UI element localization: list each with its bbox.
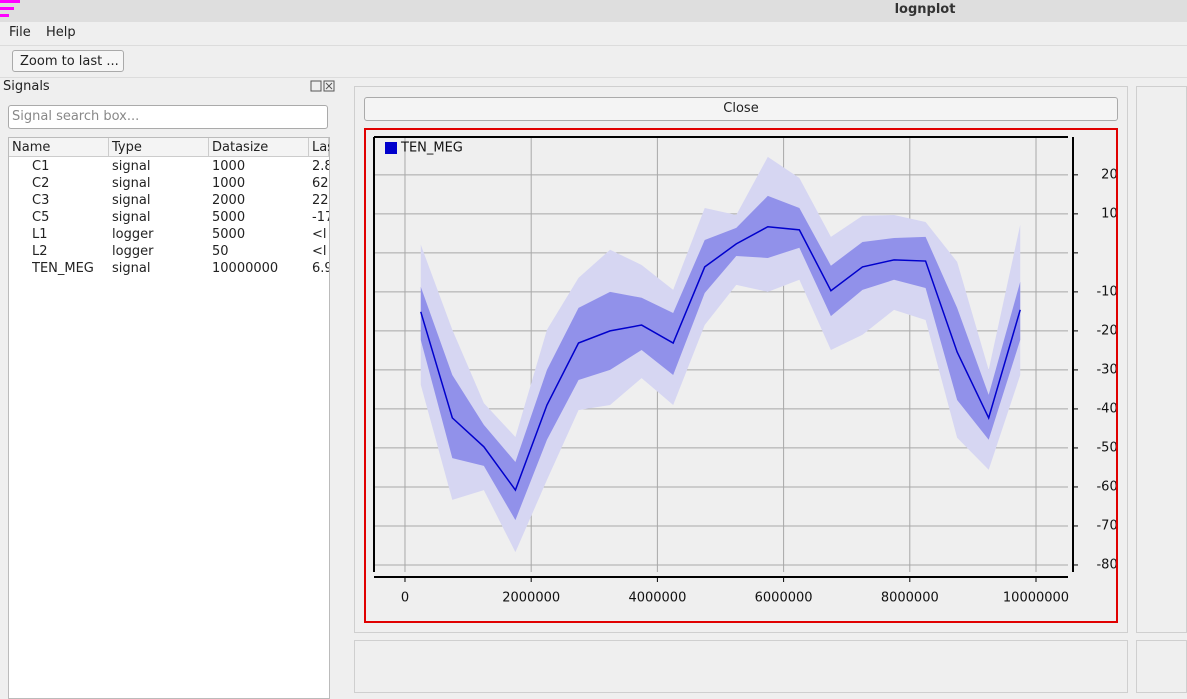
plot-panel-empty <box>354 640 1128 693</box>
table-cell: signal <box>112 261 151 276</box>
table-cell[interactable]: C5 <box>32 210 50 225</box>
menu-item[interactable]: File <box>9 25 31 40</box>
table-cell: 10000000 <box>212 261 279 276</box>
y-tick-label: -200 <box>1096 323 1116 338</box>
table-cell: logger <box>112 227 154 242</box>
column-header[interactable]: Datasize <box>209 138 309 157</box>
table-cell[interactable]: C1 <box>32 159 50 174</box>
y-tick-label: 200 <box>1101 167 1116 182</box>
legend-label: TEN_MEG <box>400 141 463 156</box>
table-cell: 2.8 <box>312 159 329 174</box>
table-cell: 50 <box>212 244 229 259</box>
table-cell[interactable]: L1 <box>32 227 48 242</box>
table-cell: 5000 <box>212 210 246 225</box>
x-tick-label: 4000000 <box>628 591 686 606</box>
y-tick-label: -700 <box>1096 518 1116 533</box>
y-tick-label: -600 <box>1096 479 1116 494</box>
search-box[interactable]: Signal search box... <box>8 105 328 129</box>
plot-panel-empty <box>1136 640 1187 693</box>
table-cell: signal <box>112 193 151 208</box>
table-cell: -17 <box>312 210 329 225</box>
table-cell: 6.9 <box>312 261 329 276</box>
signal-table: NameTypeDatasizeLas C1 signal 1000 2.8 C2 sign… <box>8 137 330 699</box>
panel-controls[interactable] <box>310 80 338 93</box>
column-header[interactable]: Name <box>9 138 109 157</box>
column-header[interactable]: Type <box>109 138 209 157</box>
y-tick-label: -800 <box>1096 557 1116 572</box>
legend-swatch <box>385 142 397 154</box>
table-cell: signal <box>112 159 151 174</box>
table-cell[interactable]: L2 <box>32 244 48 259</box>
table-cell: 1000 <box>212 159 246 174</box>
y-tick-label: -500 <box>1096 440 1116 455</box>
x-tick-label: 0 <box>401 591 409 606</box>
y-tick-label: -400 <box>1096 401 1116 416</box>
series-line <box>420 225 1021 492</box>
table-cell: signal <box>112 176 151 191</box>
table-cell: signal <box>112 210 151 225</box>
close-button[interactable]: Close <box>364 97 1118 121</box>
band-area <box>420 195 1021 521</box>
menu-item[interactable]: Help <box>46 25 76 40</box>
y-tick-label: -100 <box>1096 284 1116 299</box>
chart-frame: 0 2000000 4000000 6000000 8000000 10000000 200… <box>364 128 1126 623</box>
table-cell: 62 <box>312 176 329 191</box>
panel-title: Signals <box>3 79 50 94</box>
table-cell: <l <box>312 227 327 242</box>
table-cell: 5000 <box>212 227 246 242</box>
table-cell[interactable]: C3 <box>32 193 50 208</box>
window-title: lognplot <box>894 2 956 17</box>
menu-bar: File Help <box>0 22 1187 44</box>
zoom-button[interactable]: Zoom to last ... <box>12 50 124 72</box>
plot-panel-empty <box>1136 86 1187 633</box>
table-cell[interactable]: C2 <box>32 176 50 191</box>
y-tick-label: -300 <box>1096 362 1116 377</box>
y-tick-label: 100 <box>1101 206 1116 221</box>
table-cell: 1000 <box>212 176 246 191</box>
toolbar: Zoom to last ... <box>0 45 1187 78</box>
table-cell: 2000 <box>212 193 246 208</box>
table-cell: 22 <box>312 193 329 208</box>
column-header[interactable]: Las <box>309 138 329 157</box>
x-tick-label: 8000000 <box>881 591 939 606</box>
x-tick-label: 6000000 <box>755 591 813 606</box>
x-tick-label: 10000000 <box>1003 591 1069 606</box>
table-cell: logger <box>112 244 154 259</box>
title-bar: lognplot <box>0 0 1187 23</box>
table-cell[interactable]: TEN_MEG <box>32 261 94 276</box>
x-tick-label: 2000000 <box>502 591 560 606</box>
table-cell: <l <box>312 244 327 259</box>
app-icon <box>0 0 20 17</box>
chart: 0 2000000 4000000 6000000 8000000 10000000 200… <box>373 136 1126 606</box>
